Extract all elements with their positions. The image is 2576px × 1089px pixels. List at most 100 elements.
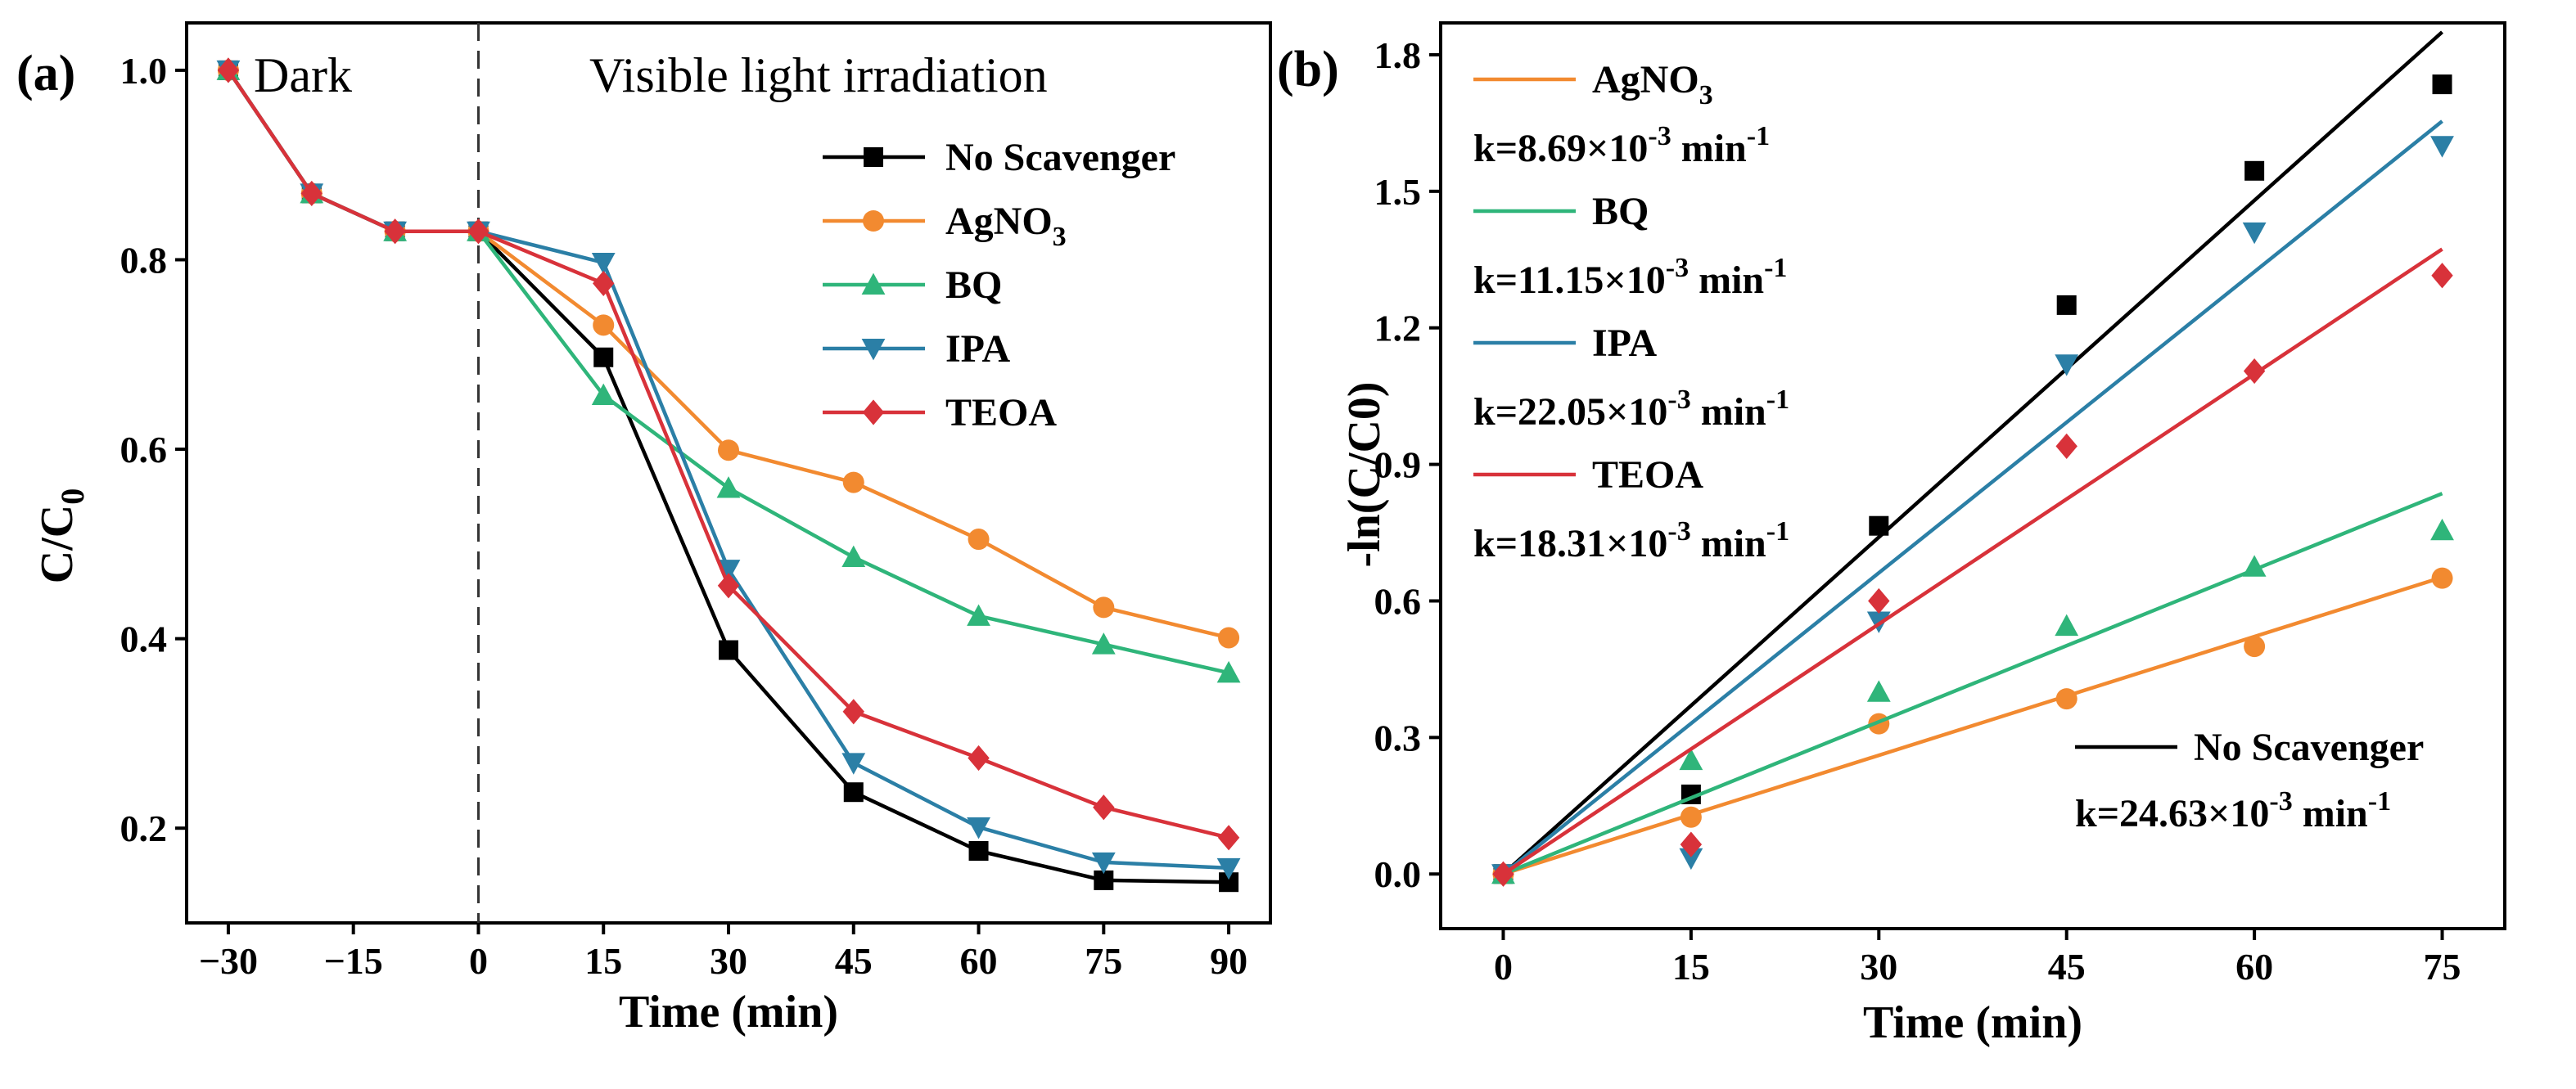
fit-line-no-scavenger [1501, 30, 2444, 875]
data-point-ipa [2242, 222, 2267, 245]
panel-b-axes [1439, 21, 2506, 930]
fit-line-teoa [1502, 247, 2443, 876]
x-tick-label: 0 [1494, 946, 1513, 988]
legend-marker [861, 339, 886, 361]
data-point-teoa [1492, 861, 1514, 887]
rate-constant-label: k=18.31×10-3 min-1 [1473, 516, 1789, 565]
data-point-teoa [1093, 794, 1115, 821]
panel-a-ticks: −30 −15 0 15 30 45 60 75 90 0.2 0.4 0.6 0.8 1.0 [120, 50, 1248, 982]
series-line-teoa [227, 69, 1229, 839]
data-point-bq [716, 476, 741, 498]
x-tick-label: 15 [584, 940, 622, 982]
series-teoa [1492, 247, 2453, 887]
legend-item-bq: BQ k=11.15×10-3 min-1 [1473, 190, 1787, 302]
x-tick-label: 60 [960, 940, 998, 982]
data-point-bq [2430, 518, 2454, 541]
data-point-teoa [2055, 433, 2077, 459]
panel-b-frame [1439, 21, 2506, 930]
chart-panel-a: (a) −30 −15 0 15 30 45 60 75 90 0.2 0.4 0.6 0.8 1.0 N… [16, 21, 1272, 1037]
x-tick-label: 75 [2424, 946, 2461, 988]
data-point-ipa [841, 753, 866, 775]
y-tick-label: 0.6 [120, 429, 168, 470]
data-point-bq [1091, 632, 1116, 655]
data-point-bq [967, 604, 990, 626]
x-tick-label: 75 [1085, 940, 1122, 982]
data-point-bq [1216, 660, 1241, 683]
data-point-bq [841, 545, 866, 568]
y-tick-label: 0.6 [1374, 580, 1422, 622]
y-tick-label: 0.9 [1374, 444, 1422, 486]
dark-region-label: Dark [254, 48, 352, 102]
rate-constant-label: k=11.15×10-3 min-1 [1473, 253, 1787, 302]
data-point-teoa [2431, 263, 2453, 289]
rate-constant-label: k=22.05×10-3 min-1 [1473, 385, 1789, 434]
data-point-agno3 [1218, 627, 1240, 649]
x-tick-label: 15 [1672, 946, 1710, 988]
data-point-no-scavenger [2244, 160, 2265, 181]
data-point-teoa [1217, 825, 1240, 851]
legend-label: TEOA [1592, 453, 1703, 497]
x-tick-label: 90 [1210, 940, 1247, 982]
x-tick-label: 45 [2048, 946, 2086, 988]
y-tick-label: 1.8 [1374, 34, 1422, 76]
data-point-ipa [967, 817, 990, 839]
data-point-no-scavenger [2432, 74, 2452, 95]
legend-item-bq: BQ [823, 263, 1002, 307]
data-point-agno3 [968, 529, 990, 551]
legend-label: BQ [945, 263, 1002, 307]
data-point-no-scavenger [2056, 295, 2077, 315]
fit-line-agno3 [1502, 575, 2443, 876]
data-point-no-scavenger [968, 841, 989, 861]
y-tick-label: 0.3 [1374, 717, 1422, 758]
series-no-scavenger [218, 60, 1239, 893]
series-line-no-scavenger [227, 69, 1229, 884]
y-tick-label: 0.0 [1374, 853, 1422, 895]
legend-label: AgNO3 [945, 200, 1067, 252]
x-tick-label: 30 [710, 940, 747, 982]
data-point-agno3 [842, 471, 864, 493]
data-point-teoa [217, 57, 240, 83]
data-point-bq [1866, 680, 1891, 702]
data-point-teoa [384, 218, 406, 245]
data-point-ipa [716, 560, 741, 582]
light-region-label: Visible light irradiation [589, 48, 1048, 102]
panel-a-xlabel: Time (min) [619, 987, 838, 1037]
fit-line-ipa [1502, 119, 2443, 876]
panel-b-ylabel: -ln(C/C0) [1339, 381, 1390, 567]
x-tick-label: −30 [199, 940, 258, 982]
data-point-agno3 [718, 439, 739, 461]
data-point-no-scavenger [843, 782, 864, 803]
data-point-teoa [593, 270, 615, 297]
y-tick-label: 0.4 [120, 619, 168, 660]
data-point-ipa [2055, 354, 2079, 376]
data-point-no-scavenger [1869, 515, 1889, 536]
data-point-agno3 [1680, 806, 1702, 828]
data-point-agno3 [2244, 636, 2266, 658]
x-tick-label: 45 [835, 940, 873, 982]
data-point-ipa [1679, 848, 1703, 871]
legend-item-agno3: AgNO3 k=8.69×10-3 min-1 [1473, 58, 1770, 170]
data-point-teoa [1868, 587, 1890, 614]
data-point-teoa [717, 573, 740, 599]
legend-marker [864, 147, 883, 167]
series-ipa [1491, 119, 2454, 886]
panel-b-label: (b) [1277, 42, 1339, 97]
data-point-bq [2242, 555, 2267, 577]
panel-b-xlabel: Time (min) [1863, 997, 2082, 1048]
chart-panel-b: (b) 0 15 30 45 60 75 0.0 0.3 0.6 0.9 1.2 1.5 1.8 AgN… [1277, 21, 2506, 1048]
panel-b-series [1491, 30, 2454, 887]
y-tick-label: 1.5 [1374, 171, 1422, 213]
y-tick-label: 1.0 [120, 50, 168, 92]
data-point-agno3 [2055, 688, 2077, 710]
x-tick-label: 60 [2235, 946, 2273, 988]
fit-line-bq [1502, 492, 2443, 876]
data-point-agno3 [1093, 596, 1115, 619]
legend-marker [862, 399, 885, 425]
panel-a-ylabel: C/C0 [32, 488, 91, 583]
data-point-ipa [591, 252, 616, 275]
data-point-teoa [467, 218, 489, 245]
rate-constant-label: k=24.63×10-3 min-1 [2075, 786, 2391, 835]
series-ipa [216, 60, 1241, 880]
data-point-bq [591, 383, 616, 406]
